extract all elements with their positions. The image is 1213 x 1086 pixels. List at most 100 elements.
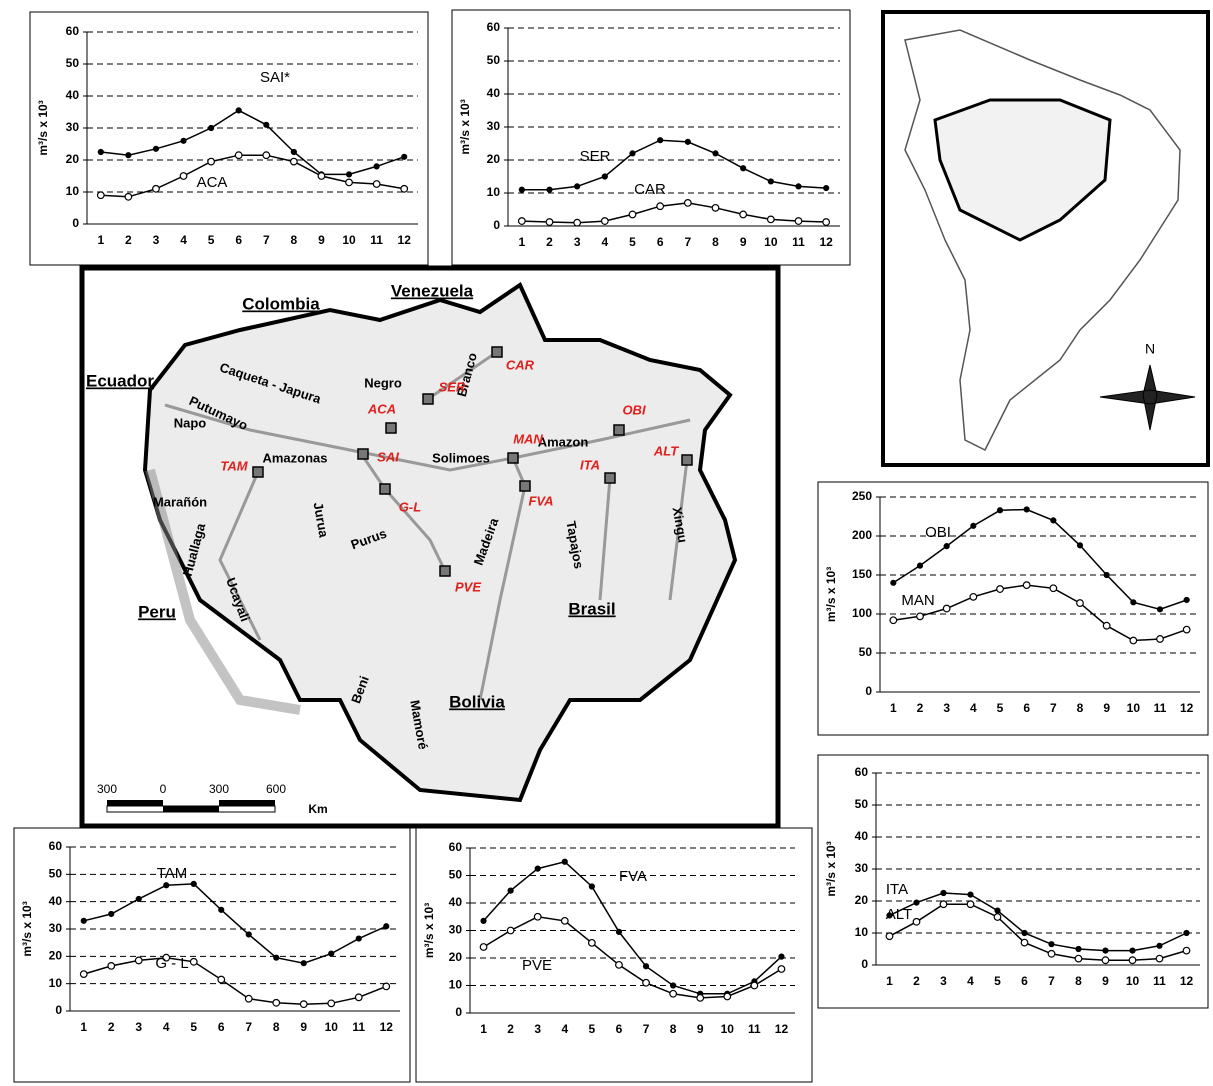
x-tick-label: 6: [235, 233, 242, 247]
point: [373, 181, 380, 188]
x-tick-label: 2: [125, 233, 132, 247]
point: [1184, 931, 1189, 936]
x-tick-label: 5: [994, 974, 1001, 988]
series-label: FVA: [619, 868, 647, 885]
point: [967, 901, 974, 908]
point: [546, 219, 553, 226]
country-label: Brasil: [568, 599, 615, 618]
point: [943, 605, 950, 612]
point: [383, 983, 390, 990]
scale-bar: [219, 800, 275, 806]
series-line: [522, 203, 826, 223]
x-tick-label: 4: [561, 1022, 568, 1036]
x-tick-label: 7: [1048, 974, 1055, 988]
station-label: ITA: [580, 457, 600, 472]
y-axis-label: m³/s x 10³: [824, 567, 838, 622]
station-marker: [614, 425, 624, 435]
point: [724, 993, 731, 1000]
point: [940, 901, 947, 908]
y-tick-label: 40: [487, 86, 501, 100]
x-tick-label: 2: [917, 701, 924, 715]
y-tick-label: 20: [487, 152, 501, 166]
x-tick-label: 5: [629, 235, 636, 249]
x-tick-label: 12: [775, 1022, 789, 1036]
point: [346, 179, 353, 186]
point: [1103, 948, 1108, 953]
point: [181, 138, 186, 143]
point: [589, 884, 594, 889]
series-line: [101, 155, 404, 197]
chart-frame: [30, 12, 428, 265]
country-label: Colombia: [242, 294, 320, 313]
y-axis-label: m³/s x 10³: [36, 100, 50, 155]
x-tick-label: 4: [967, 974, 974, 988]
point: [180, 173, 187, 180]
station-label: ACA: [367, 401, 396, 416]
x-tick-label: 8: [291, 233, 298, 247]
y-tick-label: 0: [455, 1005, 462, 1019]
x-tick-label: 9: [1102, 974, 1109, 988]
point: [1183, 626, 1190, 633]
station-marker: [386, 423, 396, 433]
point: [575, 184, 580, 189]
point: [1076, 947, 1081, 952]
x-tick-label: 6: [616, 1022, 623, 1036]
point: [384, 924, 389, 929]
series-label: MAN: [901, 592, 934, 609]
point: [374, 164, 379, 169]
station-marker: [605, 473, 615, 483]
country-label: Ecuador: [86, 371, 154, 390]
y-tick-label: 50: [449, 868, 463, 882]
point: [481, 918, 486, 923]
x-tick-label: 12: [819, 235, 833, 249]
point: [890, 617, 897, 624]
point: [823, 219, 830, 226]
y-tick-label: 40: [449, 895, 463, 909]
point: [235, 152, 242, 159]
point: [108, 963, 115, 970]
point: [657, 203, 664, 210]
point: [562, 859, 567, 864]
series-line: [84, 958, 387, 1005]
point: [670, 990, 677, 997]
station-label: G-L: [399, 499, 421, 514]
point: [136, 896, 141, 901]
series-label: ACA: [197, 174, 228, 191]
x-tick-label: 2: [507, 1022, 514, 1036]
y-tick-label: 50: [49, 867, 63, 881]
x-tick-label: 7: [643, 1022, 650, 1036]
y-tick-label: 50: [855, 797, 869, 811]
y-tick-label: 60: [855, 765, 869, 779]
series-label: SER: [580, 148, 611, 165]
point: [574, 219, 581, 226]
x-tick-label: 10: [325, 1020, 339, 1034]
x-tick-label: 1: [518, 235, 525, 249]
chart-frame: [416, 828, 812, 1082]
x-tick-label: 1: [97, 233, 104, 247]
point: [246, 932, 251, 937]
point: [328, 1000, 335, 1007]
x-tick-label: 9: [318, 233, 325, 247]
y-tick-label: 20: [449, 950, 463, 964]
point: [263, 152, 270, 159]
x-tick-label: 4: [601, 235, 608, 249]
point: [1075, 955, 1082, 962]
y-tick-label: 250: [852, 489, 872, 503]
x-tick-label: 4: [970, 701, 977, 715]
point: [1023, 582, 1030, 589]
x-tick-label: 10: [1127, 701, 1141, 715]
station-label: ALT: [653, 443, 679, 458]
point: [1184, 597, 1189, 602]
point: [519, 218, 526, 225]
series-label: PVE: [522, 957, 552, 974]
point: [941, 891, 946, 896]
x-tick-label: 5: [997, 701, 1004, 715]
x-tick-label: 11: [792, 235, 805, 249]
point: [886, 933, 893, 940]
x-tick-label: 5: [589, 1022, 596, 1036]
series-line: [101, 110, 404, 174]
station-label: PVE: [455, 579, 481, 594]
x-tick-label: 3: [534, 1022, 541, 1036]
y-tick-label: 150: [852, 567, 872, 581]
station-marker: [380, 484, 390, 494]
